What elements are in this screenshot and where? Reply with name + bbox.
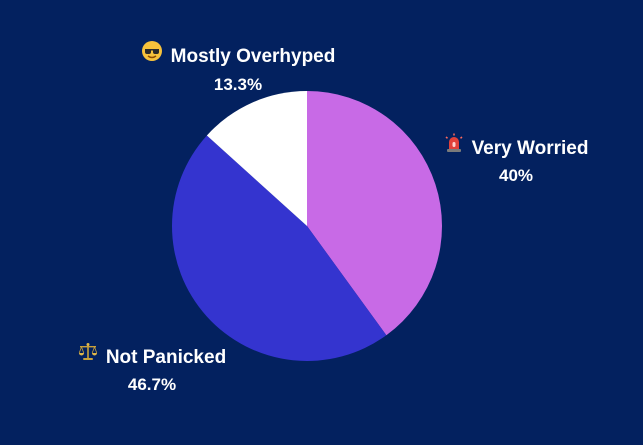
sunglasses-face-icon (141, 40, 163, 70)
slice-percentage: 13.3% (213, 75, 263, 94)
police-light-icon (444, 133, 464, 161)
pie-slice-mostly-overhyped (206, 91, 307, 226)
pie-slice-very-worried (307, 91, 442, 336)
slice-name: Not Panicked (105, 347, 227, 369)
slice-label-mostly-overhyped: Mostly Overhyped 13.3% (133, 40, 343, 98)
slice-label-very-worried: Very Worried 40% (436, 133, 596, 189)
slice-label-not-panicked: Not Panicked 46.7% (72, 342, 232, 398)
slice-name: Very Worried (471, 138, 589, 160)
pie-slice-not-panicked (172, 135, 387, 361)
pie-slices (172, 91, 442, 361)
balance-scale-icon (78, 342, 98, 370)
slice-name: Mostly Overhyped (170, 46, 336, 68)
slice-percentage: 46.7% (127, 375, 177, 394)
slice-percentage: 40% (498, 166, 534, 185)
